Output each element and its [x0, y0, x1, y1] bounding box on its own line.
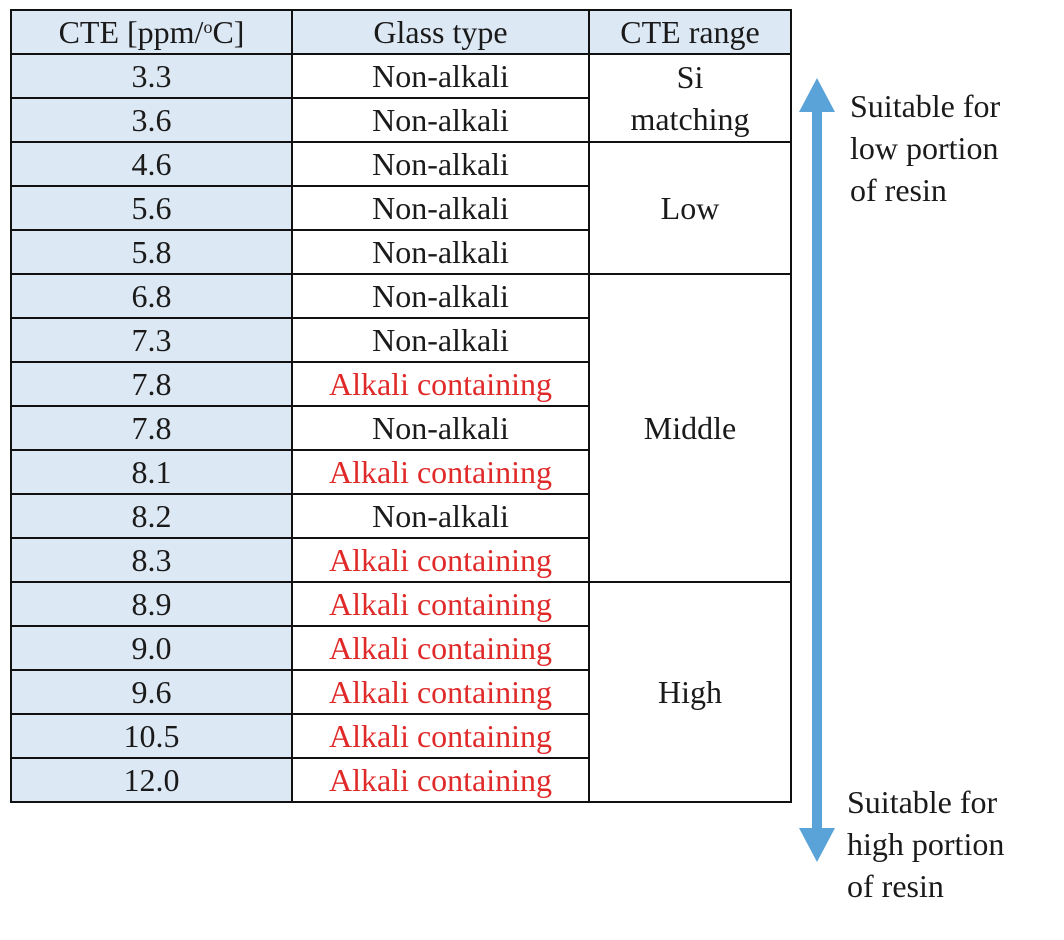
table-row: 7.8 Non-alkali — [10, 405, 791, 451]
cte-value-cell: 9.6 — [10, 669, 293, 715]
cte-range-label: matching — [630, 101, 750, 137]
glass-type-cell: Non-alkali — [291, 53, 590, 99]
glass-type-cell: Non-alkali — [291, 273, 590, 319]
cte-glass-table: CTE [ppm/oC] Glass type CTE range 3.3 Non… — [10, 9, 792, 803]
note-low-resin: Suitable for low portion of resin — [850, 85, 1000, 211]
note-line: high portion — [847, 826, 1005, 862]
glass-type-cell: Alkali containing — [291, 581, 590, 627]
arrow-head-down — [799, 828, 835, 862]
table-row: 9.6 Alkali containing — [10, 669, 791, 715]
table-row: 7.8 Alkali containing — [10, 361, 791, 407]
glass-type-cell: Alkali containing — [291, 449, 590, 495]
table-row: 8.9 Alkali containing High — [10, 581, 792, 803]
cte-range-cell: High — [588, 581, 792, 803]
cte-value-cell: 4.6 — [10, 141, 293, 187]
note-line: of resin — [850, 172, 947, 208]
table-header-row: CTE [ppm/oC] Glass type CTE range — [10, 9, 792, 55]
glass-type-cell: Alkali containing — [291, 537, 590, 583]
table-row: 8.2 Non-alkali — [10, 493, 791, 539]
cte-range-cell: Middle — [588, 273, 792, 583]
glass-type-cell: Non-alkali — [291, 493, 590, 539]
cte-value-cell: 6.8 — [10, 273, 293, 319]
table-row: 3.3 Non-alkali Si matching — [10, 53, 792, 143]
cte-value-cell: 3.3 — [10, 53, 293, 99]
cte-value-cell: 7.3 — [10, 317, 293, 363]
cte-value-cell: 8.2 — [10, 493, 293, 539]
glass-type-cell: Alkali containing — [291, 713, 590, 759]
glass-type-cell: Alkali containing — [291, 669, 590, 715]
table-row: 10.5 Alkali containing — [10, 713, 791, 759]
table-row: 3.6 Non-alkali — [10, 97, 791, 143]
header-cte: CTE [ppm/oC] — [10, 9, 293, 55]
cte-range-cell: Si matching — [588, 53, 792, 143]
cte-range-label: Low — [660, 190, 720, 226]
glass-type-cell: Non-alkali — [291, 97, 590, 143]
cte-value-cell: 10.5 — [10, 713, 293, 759]
cte-value-cell: 5.8 — [10, 229, 293, 275]
note-line: Suitable for — [847, 784, 998, 820]
cte-value-cell: 9.0 — [10, 625, 293, 671]
table-row: 7.3 Non-alkali — [10, 317, 791, 363]
note-line: of resin — [847, 868, 944, 904]
glass-type-cell: Non-alkali — [291, 141, 590, 187]
header-cte-range: CTE range — [588, 9, 792, 55]
table-row: 9.0 Alkali containing — [10, 625, 791, 671]
cte-value-cell: 8.3 — [10, 537, 293, 583]
glass-type-cell: Non-alkali — [291, 185, 590, 231]
cte-range-label: High — [658, 674, 722, 710]
note-line: low portion — [850, 130, 999, 166]
cte-range-label: Si — [676, 59, 704, 95]
arrow-shaft — [812, 110, 822, 830]
header-glass-type: Glass type — [291, 9, 590, 55]
cte-value-cell: 8.9 — [10, 581, 293, 627]
cte-value-cell: 8.1 — [10, 449, 293, 495]
glass-type-cell: Non-alkali — [291, 405, 590, 451]
cte-value-cell: 5.6 — [10, 185, 293, 231]
cte-value-cell: 7.8 — [10, 361, 293, 407]
table-row: 12.0 Alkali containing — [10, 757, 791, 803]
table-row: 8.3 Alkali containing — [10, 537, 791, 583]
glass-type-cell: Alkali containing — [291, 361, 590, 407]
cte-range-label: Middle — [643, 410, 737, 446]
table-row: 5.8 Non-alkali — [10, 229, 791, 275]
table-row: 5.6 Non-alkali — [10, 185, 791, 231]
cte-range-cell: Low — [588, 141, 792, 275]
table-row: 6.8 Non-alkali Middle — [10, 273, 792, 583]
glass-type-cell: Non-alkali — [291, 317, 590, 363]
double-arrow-icon — [799, 78, 835, 862]
table-row: 4.6 Non-alkali Low — [10, 141, 792, 275]
cte-value-cell: 12.0 — [10, 757, 293, 803]
note-high-resin: Suitable for high portion of resin — [847, 781, 1004, 907]
glass-type-cell: Alkali containing — [291, 625, 590, 671]
note-line: Suitable for — [850, 88, 1001, 124]
table-row: 8.1 Alkali containing — [10, 449, 791, 495]
cte-value-cell: 3.6 — [10, 97, 293, 143]
arrow-head-up — [799, 78, 835, 112]
cte-value-cell: 7.8 — [10, 405, 293, 451]
glass-type-cell: Alkali containing — [291, 757, 590, 803]
glass-type-cell: Non-alkali — [291, 229, 590, 275]
